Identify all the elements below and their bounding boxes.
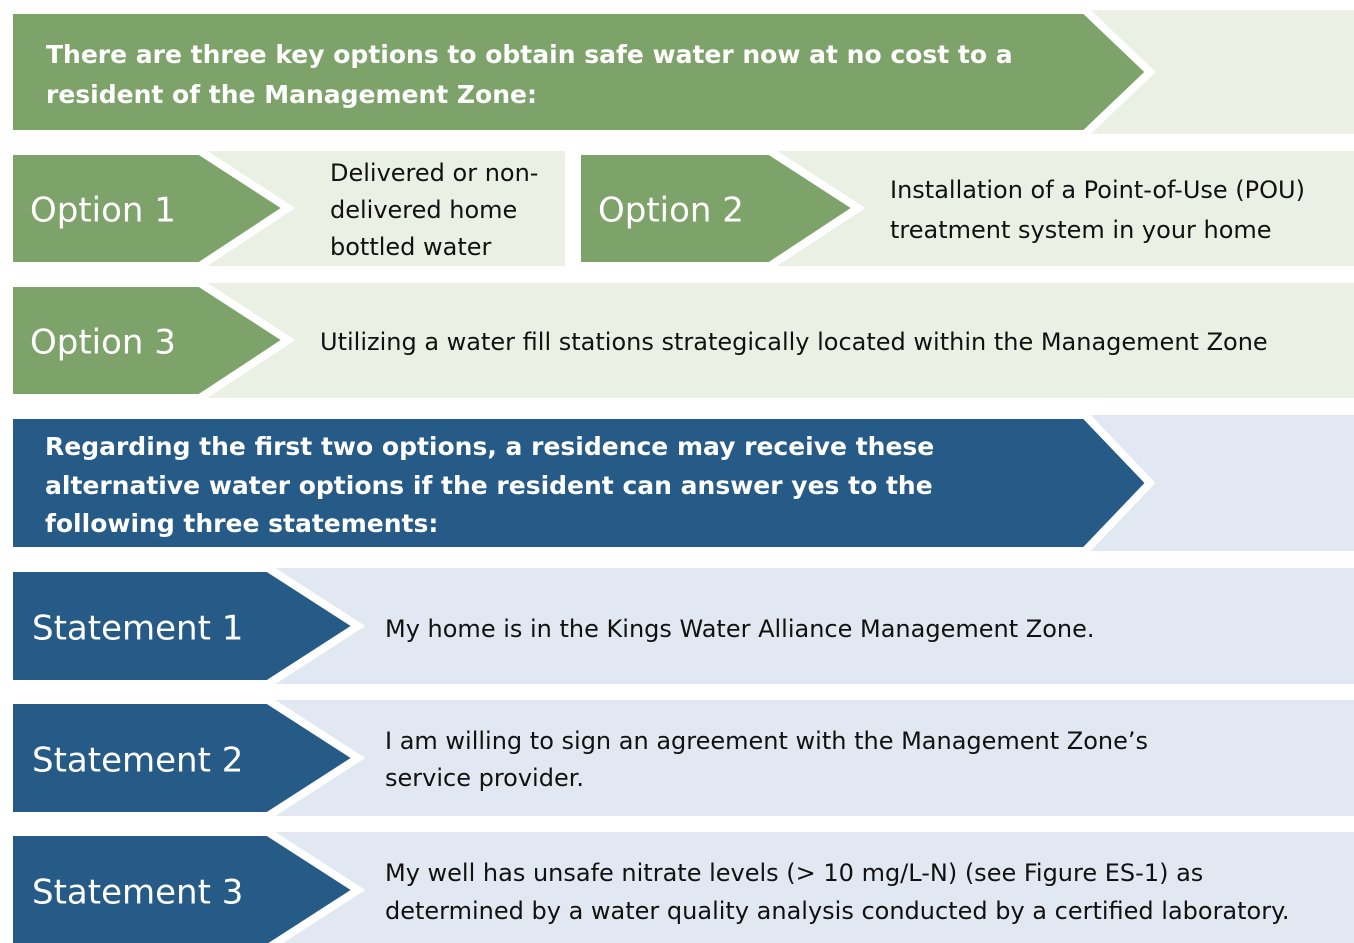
statement-description: service provider.: [385, 764, 584, 792]
option-description: bottled water: [330, 233, 492, 261]
statement-label: Statement 2: [32, 741, 243, 781]
criteria-line: alternative water options if the residen…: [45, 471, 933, 500]
option-arrow: [5, 279, 296, 402]
statement-description: My home is in the Kings Water Alliance M…: [385, 615, 1094, 643]
statement-description: I am willing to sign an agreement with t…: [385, 727, 1148, 755]
criteria-line: following three statements:: [45, 509, 438, 538]
statement-arrow: [5, 828, 366, 943]
option-description: delivered home: [330, 196, 517, 224]
intro-line: There are three key options to obtain sa…: [46, 40, 1013, 69]
option-description: Utilizing a water fill stations strategi…: [320, 328, 1268, 356]
statement-description: My well has unsafe nitrate levels (> 10 …: [385, 859, 1203, 887]
statement-arrow: [5, 696, 366, 820]
option-description: Installation of a Point-of-Use (POU): [890, 176, 1305, 204]
statement-label: Statement 3: [32, 873, 243, 913]
criteria-arrow: [5, 411, 1156, 555]
criteria-line: Regarding the first two options, a resid…: [45, 432, 934, 461]
statement-label: Statement 1: [32, 609, 243, 649]
intro-line: resident of the Management Zone:: [46, 80, 537, 109]
option-label: Option 3: [30, 323, 176, 363]
option-description: Delivered or non-: [330, 159, 538, 187]
option-label: Option 2: [598, 191, 744, 231]
option-description: treatment system in your home: [890, 216, 1272, 244]
option-label: Option 1: [30, 191, 176, 231]
statement-arrow: [5, 564, 366, 688]
option-arrow: [5, 147, 296, 270]
option-arrow: [573, 147, 866, 270]
intro-arrow: [5, 5, 1156, 138]
statement-description: determined by a water quality analysis c…: [385, 897, 1290, 925]
